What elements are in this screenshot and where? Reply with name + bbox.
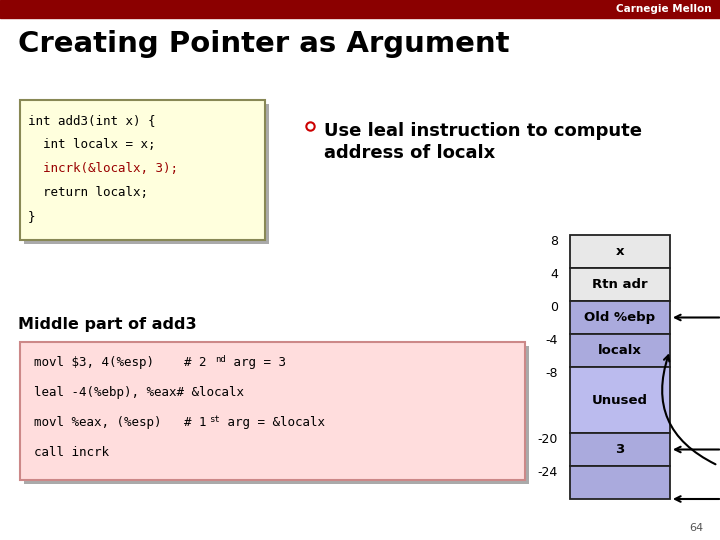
- Bar: [24, 346, 529, 484]
- Bar: [20, 342, 525, 480]
- Bar: [0, 0, 720, 18]
- Text: -4: -4: [546, 334, 558, 347]
- Text: leal -4(%ebp), %eax# &localx: leal -4(%ebp), %eax# &localx: [34, 386, 244, 399]
- Text: localx: localx: [598, 344, 642, 357]
- Text: Old %ebp: Old %ebp: [585, 311, 656, 324]
- Text: Middle part of add3: Middle part of add3: [18, 317, 197, 332]
- Text: call incrk: call incrk: [34, 446, 109, 459]
- Bar: [570, 268, 670, 301]
- Text: arg = &localx: arg = &localx: [220, 416, 325, 429]
- Bar: [570, 235, 670, 268]
- Text: -8: -8: [546, 367, 558, 380]
- Text: Creating Pointer as Argument: Creating Pointer as Argument: [18, 30, 510, 58]
- Text: movl $3, 4(%esp)    # 2: movl $3, 4(%esp) # 2: [34, 356, 207, 369]
- Text: 0: 0: [550, 301, 558, 314]
- Text: 4: 4: [550, 268, 558, 281]
- Text: movl %eax, (%esp)   # 1: movl %eax, (%esp) # 1: [34, 416, 207, 429]
- Bar: [570, 466, 670, 499]
- Text: 64: 64: [689, 523, 703, 533]
- Text: address of localx: address of localx: [324, 144, 495, 162]
- Bar: [570, 367, 670, 433]
- Text: st: st: [209, 415, 220, 424]
- Text: Unused: Unused: [592, 394, 648, 407]
- Text: Use leal instruction to compute: Use leal instruction to compute: [324, 122, 642, 140]
- Bar: [24, 104, 269, 244]
- Text: int localx = x;: int localx = x;: [28, 138, 156, 151]
- Text: Carnegie Mellon: Carnegie Mellon: [616, 4, 712, 14]
- Text: x: x: [616, 245, 624, 258]
- Bar: [570, 301, 670, 334]
- Bar: [570, 433, 670, 466]
- Text: incrk(&localx, 3);: incrk(&localx, 3);: [28, 162, 178, 175]
- Bar: [20, 100, 265, 240]
- Text: Rtn adr: Rtn adr: [592, 278, 648, 291]
- Text: arg = 3: arg = 3: [226, 356, 286, 369]
- Bar: [570, 334, 670, 367]
- Text: int add3(int x) {: int add3(int x) {: [28, 114, 156, 127]
- Text: 8: 8: [550, 235, 558, 248]
- Text: 3: 3: [616, 443, 625, 456]
- Text: nd: nd: [215, 355, 226, 364]
- Text: -20: -20: [538, 433, 558, 446]
- Text: }: }: [28, 210, 35, 223]
- Text: return localx;: return localx;: [28, 186, 148, 199]
- Text: -24: -24: [538, 466, 558, 479]
